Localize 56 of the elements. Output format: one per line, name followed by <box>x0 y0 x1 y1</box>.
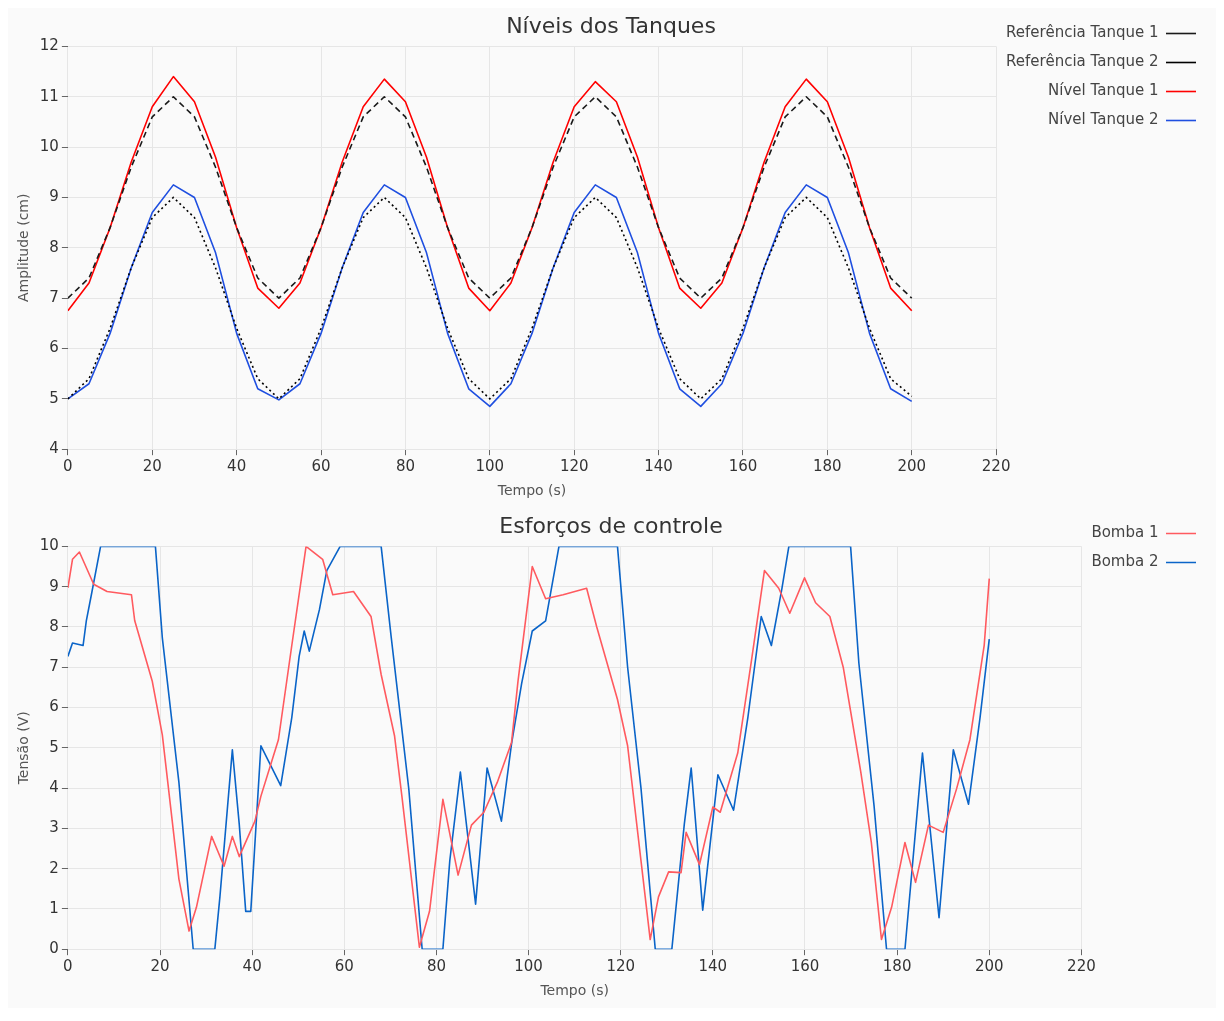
y-axis-title: Amplitude (cm) <box>15 193 32 303</box>
y-tick-label: 6 <box>49 338 59 357</box>
y-tick-label: 5 <box>49 737 59 756</box>
x-tick-label: 160 <box>790 957 820 976</box>
y-tick-label: 11 <box>39 86 59 105</box>
y-tick-label: 5 <box>49 388 59 407</box>
y-tick-label: 9 <box>49 576 59 595</box>
x-tick-label: 160 <box>728 457 758 476</box>
x-tick-label: 180 <box>882 957 912 976</box>
x-tick-label: 200 <box>974 957 1004 976</box>
x-tick-label: 220 <box>981 457 1011 476</box>
x-tick-label: 40 <box>227 457 247 476</box>
y-tick-label: 7 <box>49 288 59 307</box>
x-tick-label: 120 <box>559 457 589 476</box>
x-tick-label: 180 <box>813 457 842 476</box>
y-tick-label: 1 <box>49 898 59 917</box>
chart-title: Esforços de controle <box>499 512 723 538</box>
x-tick-label: 80 <box>426 957 446 976</box>
y-tick-label: 6 <box>49 697 59 716</box>
y-tick-label: 9 <box>49 187 59 206</box>
y-axis-title: Tensão (V) <box>15 711 32 786</box>
x-tick-label: 60 <box>311 457 331 476</box>
y-tick-label: 12 <box>39 36 59 55</box>
x-tick-label: 80 <box>395 457 415 476</box>
chart-title: Níveis dos Tanques <box>506 12 716 38</box>
legend-label: Nível Tanque 1 <box>1048 81 1159 100</box>
x-tick-label: 140 <box>644 457 673 476</box>
x-tick-label: 60 <box>334 957 354 976</box>
legend-label: Referência Tanque 2 <box>1006 52 1159 71</box>
x-axis-title: Tempo (s) <box>496 482 567 499</box>
y-tick-label: 10 <box>39 536 59 555</box>
x-tick-label: 100 <box>514 957 543 976</box>
y-tick-label: 8 <box>49 616 59 635</box>
legend-label: Bomba 2 <box>1091 552 1159 571</box>
y-tick-label: 2 <box>49 858 59 877</box>
x-tick-label: 200 <box>897 457 927 476</box>
y-tick-label: 7 <box>49 657 59 676</box>
x-axis-title: Tempo (s) <box>539 982 609 999</box>
y-tick-label: 4 <box>49 439 59 458</box>
x-tick-label: 20 <box>142 457 162 476</box>
y-tick-label: 8 <box>49 237 59 256</box>
x-tick-label: 20 <box>150 957 170 976</box>
x-tick-label: 0 <box>63 957 73 976</box>
x-tick-label: 120 <box>606 957 636 976</box>
x-tick-label: 100 <box>475 457 505 476</box>
x-tick-label: 140 <box>698 957 728 976</box>
legend-label: Bomba 1 <box>1091 523 1159 542</box>
y-tick-label: 3 <box>49 818 59 837</box>
y-tick-label: 0 <box>49 939 59 958</box>
x-tick-label: 0 <box>63 457 73 476</box>
legend-label: Referência Tanque 1 <box>1006 23 1159 42</box>
x-tick-label: 220 <box>1067 957 1096 976</box>
legend-label: Nível Tanque 2 <box>1048 110 1159 129</box>
y-tick-label: 4 <box>49 777 59 796</box>
x-tick-label: 40 <box>242 957 262 976</box>
y-tick-label: 10 <box>39 136 59 155</box>
